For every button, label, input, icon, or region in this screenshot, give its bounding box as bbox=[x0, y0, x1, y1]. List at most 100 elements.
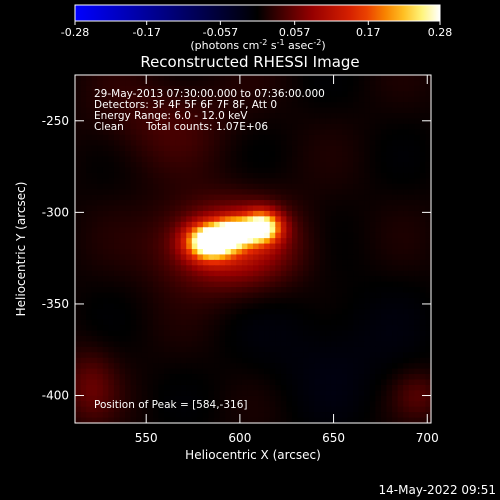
heatmap-cell bbox=[130, 145, 137, 152]
heatmap-cell bbox=[253, 80, 260, 87]
heatmap-cell bbox=[253, 406, 260, 413]
heatmap-cell bbox=[319, 276, 326, 283]
heatmap-cell bbox=[264, 238, 271, 245]
heatmap-cell bbox=[303, 123, 310, 130]
heatmap-cell bbox=[147, 379, 154, 386]
heatmap-cell bbox=[180, 96, 187, 103]
heatmap-cell bbox=[247, 341, 254, 348]
heatmap-cell bbox=[336, 249, 343, 256]
heatmap-cell bbox=[169, 96, 176, 103]
heatmap-cell bbox=[91, 401, 98, 408]
heatmap-cell bbox=[108, 113, 115, 120]
heatmap-cell bbox=[75, 145, 82, 152]
heatmap-cell bbox=[141, 319, 148, 326]
heatmap-cell bbox=[130, 336, 137, 343]
heatmap-cell bbox=[186, 167, 193, 174]
heatmap-cell bbox=[147, 357, 154, 364]
heatmap-cell bbox=[269, 227, 276, 234]
heatmap-cell bbox=[108, 297, 115, 304]
heatmap-cell bbox=[397, 292, 404, 299]
heatmap-cell bbox=[208, 216, 215, 223]
heatmap-cell bbox=[152, 107, 160, 114]
heatmap-cell bbox=[164, 113, 171, 120]
heatmap-cell bbox=[264, 254, 271, 261]
heatmap-cell bbox=[419, 374, 427, 381]
heatmap-cell bbox=[214, 210, 221, 217]
heatmap-cell bbox=[113, 292, 121, 299]
heatmap-cell bbox=[280, 80, 287, 87]
heatmap-cell bbox=[319, 194, 326, 201]
heatmap-cell bbox=[403, 412, 410, 419]
heatmap-cell bbox=[408, 243, 415, 250]
heatmap-cell bbox=[253, 346, 260, 353]
heatmap-cell bbox=[208, 265, 215, 272]
heatmap-cell bbox=[202, 412, 210, 419]
heatmap-cell bbox=[141, 107, 148, 114]
heatmap-cell bbox=[180, 368, 187, 375]
heatmap-cell bbox=[347, 384, 354, 391]
heatmap-cell bbox=[286, 346, 293, 353]
heatmap-cell bbox=[175, 85, 182, 92]
heatmap-cell bbox=[286, 85, 293, 92]
heatmap-cell bbox=[336, 183, 343, 190]
heatmap-cell bbox=[342, 281, 349, 288]
heatmap-cell bbox=[314, 303, 321, 310]
heatmap-cell bbox=[336, 390, 343, 397]
heatmap-cell bbox=[325, 216, 332, 223]
heatmap-cell bbox=[364, 145, 371, 152]
heatmap-cell bbox=[253, 254, 260, 261]
heatmap-cell bbox=[208, 123, 215, 130]
heatmap-cell bbox=[364, 412, 371, 419]
heatmap-cell bbox=[253, 183, 260, 190]
heatmap-cell bbox=[308, 178, 315, 185]
heatmap-cell bbox=[291, 303, 299, 310]
heatmap-cell bbox=[291, 145, 299, 152]
heatmap-cell bbox=[80, 162, 87, 169]
heatmap-cell bbox=[97, 292, 104, 299]
heatmap-cell bbox=[108, 151, 115, 158]
heatmap-cell bbox=[147, 167, 154, 174]
heatmap-cell bbox=[186, 319, 193, 326]
heatmap-cell bbox=[119, 319, 126, 326]
heatmap-cell bbox=[219, 314, 226, 321]
heatmap-cell bbox=[125, 417, 132, 424]
heatmap-cell bbox=[425, 96, 432, 103]
heatmap-cell bbox=[202, 151, 210, 158]
heatmap-cell bbox=[147, 406, 154, 413]
heatmap-cell bbox=[275, 113, 282, 120]
heatmap-cell bbox=[314, 297, 321, 304]
heatmap-cell bbox=[291, 346, 299, 353]
heatmap-cell bbox=[186, 140, 193, 147]
heatmap-cell bbox=[319, 374, 326, 381]
heatmap-cell bbox=[80, 303, 87, 310]
heatmap-cell bbox=[225, 134, 232, 141]
heatmap-cell bbox=[202, 96, 210, 103]
heatmap-cell bbox=[225, 140, 232, 147]
heatmap-cell bbox=[130, 123, 137, 130]
heatmap-cell bbox=[303, 91, 310, 98]
heatmap-cell bbox=[202, 303, 210, 310]
heatmap-cell bbox=[264, 303, 271, 310]
heatmap-cell bbox=[241, 270, 249, 277]
heatmap-cell bbox=[358, 276, 365, 283]
heatmap-cell bbox=[141, 221, 148, 228]
heatmap-cell bbox=[369, 270, 376, 277]
heatmap-cell bbox=[419, 129, 427, 136]
heatmap-cell bbox=[397, 178, 404, 185]
colorbar-tick-label: 0.17 bbox=[356, 26, 381, 39]
heatmap-cell bbox=[225, 287, 232, 294]
heatmap-cell bbox=[336, 134, 343, 141]
heatmap-cell bbox=[202, 346, 210, 353]
heatmap-cell bbox=[369, 346, 376, 353]
heatmap-cell bbox=[397, 390, 404, 397]
heatmap-cell bbox=[419, 270, 427, 277]
heatmap-cell bbox=[175, 395, 182, 402]
heatmap-cell bbox=[102, 330, 109, 337]
heatmap-cell bbox=[152, 249, 160, 256]
heatmap-cell bbox=[380, 91, 388, 98]
heatmap-cell bbox=[336, 363, 343, 370]
heatmap-cell bbox=[75, 346, 82, 353]
heatmap-cell bbox=[325, 292, 332, 299]
colorbar-tick-label: 0.28 bbox=[428, 26, 453, 39]
heatmap-cell bbox=[303, 96, 310, 103]
